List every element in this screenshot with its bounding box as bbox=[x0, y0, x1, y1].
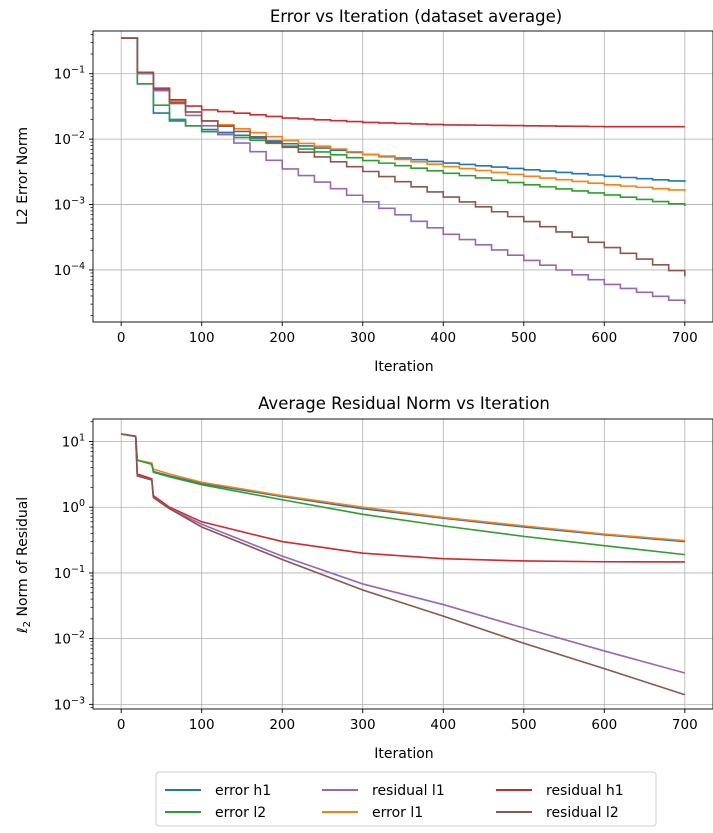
bottom-panel: Average Residual Norm vs Iteration ℓ2 No… bbox=[15, 394, 713, 762]
top-panel: Error vs Iteration (dataset average) L2 … bbox=[15, 7, 713, 375]
top-axes-frame bbox=[92, 30, 713, 323]
bottom-series-residual-l1 bbox=[121, 433, 686, 674]
bottom-xtick-label: 0 bbox=[117, 717, 126, 733]
top-xtick-label: 300 bbox=[350, 330, 376, 346]
bottom-series-error-l1 bbox=[121, 433, 685, 542]
legend-label: error l2 bbox=[215, 805, 266, 821]
top-chart-ylabel: L2 Error Norm bbox=[15, 127, 31, 225]
bottom-xtick-label: 400 bbox=[430, 717, 456, 733]
top-series-residual-l1 bbox=[121, 37, 686, 305]
top-xtick-label: 100 bbox=[189, 330, 215, 346]
top-xtick-label: 600 bbox=[591, 330, 617, 346]
bottom-xtick-label: 300 bbox=[350, 717, 376, 733]
legend-label: residual l2 bbox=[546, 805, 619, 821]
bottom-ytick-label: 10−2 bbox=[54, 630, 85, 648]
top-ytick-label: 10−3 bbox=[54, 196, 85, 214]
bottom-chart-ylabel: ℓ2 Norm of Residual bbox=[15, 497, 33, 634]
bottom-xtick-label: 500 bbox=[511, 717, 537, 733]
top-series-error-l1 bbox=[121, 37, 686, 192]
top-series-residual-h1 bbox=[121, 37, 685, 128]
bottom-xtick-label: 100 bbox=[189, 717, 215, 733]
bottom-xtick-label: 200 bbox=[269, 717, 295, 733]
top-ytick-label: 10−4 bbox=[54, 261, 85, 279]
top-chart-xlabel: Iteration bbox=[374, 359, 433, 375]
bottom-series-residual-l2 bbox=[121, 433, 686, 696]
bottom-ytick-label: 10−1 bbox=[54, 564, 85, 582]
top-xtick-label: 500 bbox=[511, 330, 537, 346]
legend: error h1 error l2 residual l1 error l1 resid… bbox=[155, 771, 657, 827]
top-chart-title: Error vs Iteration (dataset average) bbox=[270, 7, 562, 26]
top-xtick-label: 200 bbox=[269, 330, 295, 346]
bottom-ytick-label: 100 bbox=[62, 498, 85, 516]
legend-label: residual l1 bbox=[372, 783, 445, 799]
bottom-xtick-label: 600 bbox=[591, 717, 617, 733]
top-ytick-label: 10−2 bbox=[54, 130, 85, 148]
legend-label: error h1 bbox=[215, 783, 271, 799]
top-xtick-label: 400 bbox=[430, 330, 456, 346]
bottom-chart-title: Average Residual Norm vs Iteration bbox=[258, 394, 550, 413]
top-ytick-label: 10−1 bbox=[54, 65, 85, 83]
legend-label: error l1 bbox=[372, 805, 423, 821]
bottom-series-error-l2 bbox=[121, 433, 685, 556]
bottom-axes-frame bbox=[92, 418, 713, 710]
bottom-ytick-label: 101 bbox=[62, 433, 85, 451]
legend-label: residual h1 bbox=[546, 783, 624, 799]
top-xtick-label: 0 bbox=[117, 330, 126, 346]
bottom-series-residual-h1 bbox=[121, 433, 685, 563]
top-series-residual-l2 bbox=[121, 37, 686, 277]
top-series-error-l2 bbox=[121, 37, 686, 206]
bottom-ytick-label: 10−3 bbox=[54, 695, 85, 713]
bottom-chart-xlabel: Iteration bbox=[374, 746, 433, 762]
top-xtick-label: 700 bbox=[672, 330, 698, 346]
bottom-xtick-label: 700 bbox=[672, 717, 698, 733]
